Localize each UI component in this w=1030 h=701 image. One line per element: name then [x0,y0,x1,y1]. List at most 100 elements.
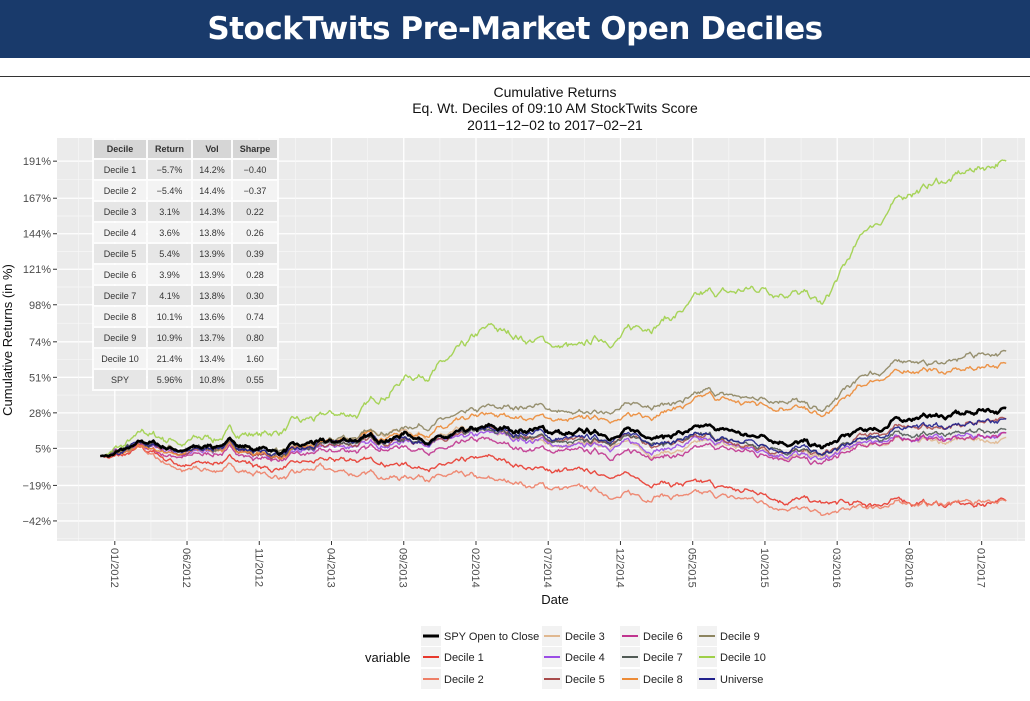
x-tick-label: 01/2017 [975,548,987,588]
stats-cell-sharpe: 0.80 [233,328,277,347]
stats-row: Decile 9 10.9% 13.7% 0.80 [94,328,277,347]
stats-cell-decile: Decile 7 [94,286,146,305]
chart-title: Cumulative Returns [494,84,617,100]
stats-cell-vol: 13.8% [193,223,231,242]
y-tick-label: 5% [35,443,51,455]
header-divider [0,76,1030,77]
stats-row: Decile 3 3.1% 14.3% 0.22 [94,202,277,221]
x-tick-label: 01/2012 [108,548,120,588]
x-tick-label: 12/2014 [613,548,625,588]
stats-cell-vol: 10.8% [193,370,231,389]
stats-cell-decile: Decile 3 [94,202,146,221]
legend-item: Decile 2 [421,669,484,689]
stats-row: Decile 1 −5.7% 14.2% −0.40 [94,160,277,179]
y-tick-label: −42% [23,516,52,528]
stats-row: Decile 5 5.4% 13.9% 0.39 [94,244,277,263]
legend-item: Decile 5 [542,669,605,689]
stats-cell-sharpe: 0.39 [233,244,277,263]
stats-cell-decile: Decile 8 [94,307,146,326]
legend-label: Universe [720,674,763,686]
stats-cell-sharpe: 0.22 [233,202,277,221]
stats-row: Decile 6 3.9% 13.9% 0.28 [94,265,277,284]
legend-item: Decile 6 [620,626,683,646]
series-line-decile-2 [100,445,1007,516]
y-tick-label: 51% [29,372,51,384]
x-axis-label: Date [541,592,568,607]
x-axis: 01/2012 06/2012 11/2012 04/2013 09/2013 02/20… [108,541,987,588]
stats-cell-return: 3.6% [148,223,191,242]
stats-header-return: Return [148,140,191,158]
x-tick-label: 04/2013 [325,548,337,588]
stats-cell-return: 10.9% [148,328,191,347]
y-tick-label: 144% [23,229,51,241]
y-tick-label: 167% [23,193,51,205]
stats-cell-sharpe: −0.40 [233,160,277,179]
y-tick-label: 191% [23,156,51,168]
stats-header-sharpe: Sharpe [233,140,277,158]
x-tick-label: 05/2015 [686,548,698,588]
legend-item: Decile 4 [542,647,605,667]
stats-row: SPY 5.96% 10.8% 0.55 [94,370,277,389]
stats-cell-vol: 14.2% [193,160,231,179]
stats-cell-return: 10.1% [148,307,191,326]
stats-row: Decile 8 10.1% 13.6% 0.74 [94,307,277,326]
stats-cell-sharpe: 0.30 [233,286,277,305]
series-line-decile-10 [100,159,1007,457]
chart-subtitle-2: 2011−12−02 to 2017−02−21 [467,117,643,133]
legend-item: Decile 7 [620,647,683,667]
y-axis: 191% 167% 144% 121% 98% 74% 51% 28% 5% −19% −42% [23,156,57,528]
stats-cell-decile: Decile 4 [94,223,146,242]
stats-cell-vol: 13.4% [193,349,231,368]
legend-title: variable [365,650,411,665]
stats-cell-sharpe: 0.55 [233,370,277,389]
x-tick-label: 07/2014 [541,548,553,588]
stats-cell-vol: 13.9% [193,265,231,284]
stats-cell-return: −5.7% [148,160,191,179]
stats-header-vol: Vol [193,140,231,158]
legend-item: Decile 9 [697,626,760,646]
stats-cell-return: 21.4% [148,349,191,368]
stats-cell-decile: Decile 9 [94,328,146,347]
stats-cell-return: 5.4% [148,244,191,263]
stats-cell-sharpe: 0.26 [233,223,277,242]
x-tick-label: 10/2015 [758,548,770,588]
stats-header-decile: Decile [94,140,146,158]
stats-cell-sharpe: 1.60 [233,349,277,368]
stats-cell-return: 3.9% [148,265,191,284]
series-line-spy-open-to-close [100,406,1007,458]
legend-label: Decile 10 [720,652,766,664]
y-tick-label: 98% [29,300,51,312]
stats-cell-vol: 14.3% [193,202,231,221]
stats-cell-sharpe: 0.74 [233,307,277,326]
stats-cell-vol: 13.6% [193,307,231,326]
legend-label: Decile 8 [643,674,683,686]
legend-item: Decile 1 [421,647,484,667]
stats-cell-return: 5.96% [148,370,191,389]
series-line-decile-6 [100,431,1007,466]
stats-row: Decile 10 21.4% 13.4% 1.60 [94,349,277,368]
stats-cell-sharpe: −0.37 [233,181,277,200]
series-line-universe [100,418,1007,457]
legend-label: Decile 6 [643,631,683,643]
y-tick-label: 28% [29,408,51,420]
stats-cell-decile: Decile 1 [94,160,146,179]
series-line-decile-1 [100,445,1007,509]
banner-title: StockTwits Pre-Market Open Deciles [207,11,823,47]
decile-stats-table: Decile Return Vol Sharpe Decile 1 −5.7% 14… [92,138,279,391]
legend-label: Decile 3 [565,631,605,643]
series-lines [100,159,1007,516]
legend-item: Decile 10 [697,647,766,667]
legend-label: Decile 9 [720,631,760,643]
x-tick-label: 03/2016 [830,548,842,588]
legend: variable SPY Open to Close Decile 1 Decile… [365,626,766,689]
stats-cell-vol: 13.7% [193,328,231,347]
legend-label: Decile 5 [565,674,605,686]
x-tick-label: 08/2016 [902,548,914,588]
stats-header-row: Decile Return Vol Sharpe [94,140,277,158]
stats-row: Decile 7 4.1% 13.8% 0.30 [94,286,277,305]
legend-label: Decile 1 [444,652,484,664]
y-axis-label: Cumulative Returns (in %) [0,264,15,416]
legend-item: Decile 3 [542,626,605,646]
chart-subtitle-1: Eq. Wt. Deciles of 09:10 AM StockTwits S… [412,100,698,116]
y-tick-label: 121% [23,264,51,276]
